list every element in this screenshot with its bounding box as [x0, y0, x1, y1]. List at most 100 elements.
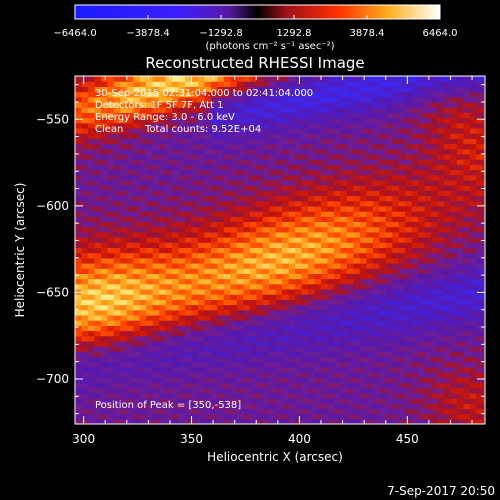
heatmap-cell: [392, 314, 400, 321]
heatmap-cell: [256, 91, 264, 98]
heatmap-cell: [295, 107, 303, 113]
heatmap-cell: [437, 304, 445, 311]
heatmap-cell: [469, 304, 477, 311]
heatmap-cell: [107, 221, 115, 228]
heatmap-cell: [249, 179, 257, 186]
heatmap-cell: [133, 273, 141, 280]
heatmap-cell: [81, 408, 89, 415]
heatmap-cell: [210, 398, 219, 404]
heatmap-cell: [185, 76, 193, 82]
heatmap-cell: [301, 237, 309, 243]
heatmap-cell: [172, 86, 180, 93]
heatmap-cell: [139, 335, 147, 342]
heatmap-cell: [94, 247, 102, 254]
heatmap-cell: [456, 148, 465, 155]
heatmap-cell: [327, 372, 335, 378]
heatmap-cell: [185, 211, 193, 217]
heatmap-cell: [431, 159, 439, 165]
heatmap-cell: [359, 226, 367, 233]
heatmap-cell: [444, 283, 452, 290]
heatmap-cell: [346, 164, 354, 171]
heatmap-cell: [87, 242, 96, 248]
heatmap-cell: [437, 96, 445, 103]
heatmap-cell: [191, 164, 199, 171]
heatmap-cell: [275, 159, 283, 165]
heatmap-cell: [139, 190, 147, 197]
heatmap-cell: [87, 101, 96, 108]
heatmap-cell: [249, 86, 257, 93]
heatmap-cell: [113, 413, 121, 420]
heatmap-cell: [418, 226, 426, 233]
heatmap-cell: [165, 392, 173, 399]
heatmap-cell: [204, 185, 212, 191]
heatmap-cell: [469, 408, 477, 415]
heatmap-cell: [314, 107, 322, 113]
heatmap-cell: [217, 361, 225, 368]
heatmap-cell: [81, 76, 89, 82]
heatmap-cell: [113, 76, 121, 82]
heatmap-cell: [359, 143, 367, 150]
heatmap-cell: [249, 221, 257, 228]
heatmap-cell: [437, 247, 445, 254]
heatmap-cell: [152, 153, 160, 160]
heatmap-cell: [469, 273, 477, 280]
heatmap-cell: [431, 200, 439, 207]
heatmap-cell: [178, 200, 186, 207]
heatmap-cell: [333, 86, 342, 93]
heatmap-cell: [463, 179, 471, 186]
heatmap-cell: [198, 330, 206, 337]
heatmap-cell: [113, 314, 121, 321]
heatmap-cell: [398, 372, 406, 378]
heatmap-cell: [379, 283, 387, 290]
heatmap-cell: [75, 117, 83, 124]
heatmap-cell: [191, 288, 199, 295]
heatmap-cell: [431, 356, 439, 363]
heatmap-cell: [405, 107, 413, 113]
heatmap-cell: [152, 304, 160, 311]
heatmap-cell: [476, 242, 484, 248]
heatmap-cell: [398, 351, 406, 358]
heatmap-cell: [217, 288, 225, 295]
heatmap-cell: [282, 257, 290, 264]
heatmap-cell: [210, 195, 219, 202]
heatmap-cell: [172, 351, 180, 358]
heatmap-cell: [204, 330, 212, 337]
heatmap-cell: [113, 148, 121, 155]
heatmap-cell: [172, 138, 180, 145]
heatmap-cell: [152, 392, 160, 399]
heatmap-cell: [321, 195, 329, 202]
heatmap-cell: [444, 159, 452, 165]
colorbar-unit-label: (photons cm⁻² s⁻¹ asec⁻²): [205, 41, 334, 52]
heatmap-cell: [94, 190, 102, 197]
heatmap-cell: [372, 392, 380, 399]
heatmap-cell: [308, 377, 316, 384]
heatmap-cell: [120, 231, 128, 238]
heatmap-cell: [191, 148, 199, 155]
heatmap-cell: [113, 283, 121, 290]
heatmap-cell: [262, 195, 270, 202]
heatmap-cell: [353, 252, 361, 259]
heatmap-cell: [236, 205, 244, 212]
heatmap-cell: [295, 288, 303, 295]
heatmap-cell: [204, 112, 212, 119]
heatmap-cell: [210, 273, 219, 280]
heatmap-cell: [185, 237, 193, 243]
heatmap-cell: [210, 179, 219, 186]
heatmap-cell: [431, 86, 439, 93]
heatmap-cell: [126, 392, 134, 399]
heatmap-cell: [431, 382, 439, 389]
heatmap-cell: [262, 278, 270, 285]
heatmap-cell: [482, 122, 485, 129]
heatmap-cell: [75, 382, 83, 389]
heatmap-cell: [314, 418, 322, 424]
heatmap-cell: [366, 299, 374, 306]
heatmap-cell: [249, 143, 257, 150]
heatmap-cell: [431, 133, 439, 139]
heatmap-cell: [159, 101, 167, 108]
colorbar-gradient: [75, 5, 440, 19]
heatmap-cell: [282, 107, 290, 113]
heatmap-cell: [333, 398, 342, 404]
heatmap-cell: [353, 205, 361, 212]
heatmap-cell: [385, 211, 393, 217]
heatmap-cell: [204, 413, 212, 420]
